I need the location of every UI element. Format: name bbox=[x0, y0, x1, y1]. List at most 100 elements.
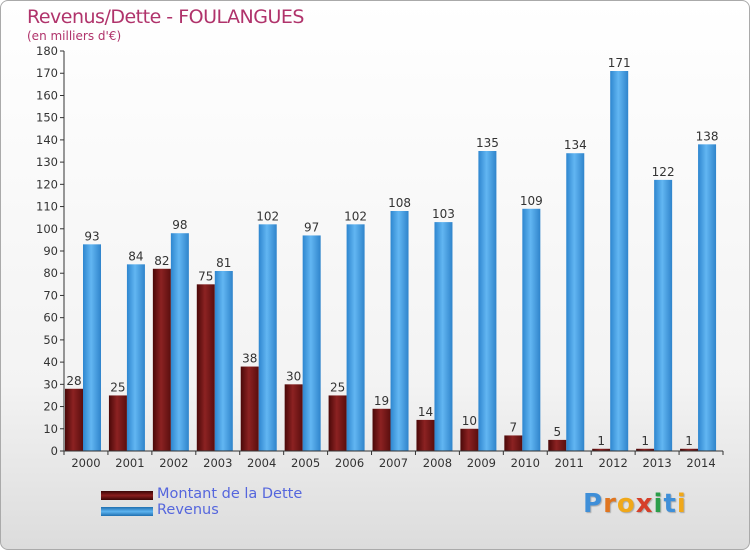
value-label-revenus: 97 bbox=[304, 220, 319, 234]
x-tick-label: 2005 bbox=[291, 456, 320, 470]
legend-label-dette: Montant de la Dette bbox=[157, 486, 303, 502]
logo-letter: x bbox=[635, 489, 654, 519]
y-tick-label: 40 bbox=[43, 355, 58, 369]
legend-swatch-dette bbox=[101, 491, 153, 500]
bar-dette bbox=[680, 448, 699, 451]
legend-label-revenus: Revenus bbox=[157, 502, 219, 518]
bar-dette bbox=[240, 366, 259, 451]
logo-letter: P bbox=[583, 489, 604, 519]
x-tick-label: 2006 bbox=[335, 456, 364, 470]
y-tick-label: 170 bbox=[36, 66, 58, 80]
value-label-revenus: 103 bbox=[432, 207, 455, 221]
bar-revenus bbox=[258, 224, 277, 451]
x-tick-label: 2003 bbox=[203, 456, 232, 470]
bar-revenus bbox=[566, 153, 585, 451]
y-tick-label: 150 bbox=[36, 111, 58, 125]
x-tick-label: 2007 bbox=[379, 456, 408, 470]
bar-dette bbox=[460, 428, 479, 451]
bar-dette bbox=[284, 384, 303, 451]
value-label-revenus: 109 bbox=[520, 194, 543, 208]
value-label-revenus: 81 bbox=[216, 256, 231, 270]
bar-dette bbox=[504, 435, 523, 451]
value-label-dette: 28 bbox=[66, 374, 81, 388]
value-label-revenus: 102 bbox=[256, 209, 279, 223]
bar-dette bbox=[636, 448, 655, 451]
x-axis: 2000 2001 2002 2003 2004 2005 2006 2007 2008 2009… bbox=[63, 450, 724, 470]
value-label-dette: 7 bbox=[510, 420, 518, 434]
y-tick-label: 20 bbox=[43, 400, 58, 414]
bar-dette bbox=[65, 388, 83, 451]
bar-revenus bbox=[83, 244, 101, 451]
bar-revenus bbox=[346, 224, 365, 451]
y-tick-label: 0 bbox=[51, 444, 58, 458]
x-tick-label: 2000 bbox=[71, 456, 100, 470]
value-label-revenus: 122 bbox=[652, 165, 675, 179]
bar-dette bbox=[548, 439, 567, 451]
value-label-dette: 14 bbox=[418, 405, 433, 419]
y-tick-label: 120 bbox=[36, 177, 58, 191]
bar-dette bbox=[592, 448, 611, 451]
y-tick-label: 90 bbox=[43, 244, 58, 258]
y-tick-label: 140 bbox=[36, 133, 58, 147]
x-tick-label: 2013 bbox=[642, 456, 671, 470]
bar-dette bbox=[108, 395, 127, 451]
bar-revenus bbox=[214, 271, 233, 451]
value-label-revenus: 134 bbox=[564, 138, 587, 152]
bar-dette bbox=[152, 268, 171, 451]
proxiti-logo: Proxiti bbox=[583, 489, 687, 519]
x-tick-label: 2009 bbox=[467, 456, 496, 470]
value-label-dette: 19 bbox=[374, 394, 389, 408]
y-tick-label: 100 bbox=[36, 222, 58, 236]
x-tick-label: 2010 bbox=[511, 456, 540, 470]
y-tick-label: 60 bbox=[43, 311, 58, 325]
y-axis: 0 10 20 30 40 50 60 70 80 90 100 110 120 130 140 150 160… bbox=[36, 44, 65, 458]
y-tick-label: 50 bbox=[43, 333, 58, 347]
bar-revenus bbox=[610, 71, 629, 451]
bar-revenus bbox=[698, 144, 717, 452]
x-tick-label: 2001 bbox=[115, 456, 144, 470]
x-tick-label: 2008 bbox=[423, 456, 452, 470]
x-tick-label: 2012 bbox=[599, 456, 628, 470]
value-label-revenus: 135 bbox=[476, 136, 499, 150]
bar-revenus bbox=[434, 222, 453, 451]
value-label-dette: 25 bbox=[330, 380, 345, 394]
y-tick-label: 10 bbox=[43, 422, 58, 436]
y-tick-label: 80 bbox=[43, 266, 58, 280]
value-label-revenus: 108 bbox=[388, 196, 411, 210]
value-label-revenus: 84 bbox=[128, 249, 143, 263]
value-label-dette: 1 bbox=[641, 434, 649, 448]
y-tick-label: 30 bbox=[43, 377, 58, 391]
logo-letter: i bbox=[653, 489, 664, 519]
y-tick-label: 130 bbox=[36, 155, 58, 169]
bar-revenus bbox=[522, 208, 541, 451]
value-label-dette: 5 bbox=[553, 425, 561, 439]
y-tick-label: 110 bbox=[36, 200, 58, 214]
value-label-revenus: 102 bbox=[344, 209, 367, 223]
value-label-revenus: 138 bbox=[696, 129, 719, 143]
bar-revenus bbox=[126, 264, 145, 451]
bar-dette bbox=[328, 395, 347, 451]
value-label-dette: 1 bbox=[685, 434, 693, 448]
value-label-dette: 1 bbox=[597, 434, 605, 448]
value-label-revenus: 171 bbox=[608, 56, 631, 70]
bar-dette bbox=[196, 284, 215, 451]
chart-subtitle: (en milliers d'€) bbox=[27, 29, 122, 43]
bar-revenus bbox=[654, 179, 673, 451]
x-tick-label: 2014 bbox=[686, 456, 715, 470]
y-tick-label: 160 bbox=[36, 88, 58, 102]
logo-letter: i bbox=[676, 489, 687, 519]
logo-letter: t bbox=[663, 489, 677, 519]
x-tick-label: 2011 bbox=[555, 456, 584, 470]
value-label-dette: 10 bbox=[462, 414, 477, 428]
bar-revenus bbox=[302, 235, 321, 451]
bar-dette bbox=[372, 408, 391, 451]
bar-revenus bbox=[390, 211, 409, 451]
bar-revenus bbox=[478, 151, 497, 451]
value-label-revenus: 93 bbox=[84, 229, 99, 243]
value-label-dette: 75 bbox=[198, 269, 213, 283]
value-label-dette: 82 bbox=[154, 254, 169, 268]
y-tick-label: 70 bbox=[43, 288, 58, 302]
